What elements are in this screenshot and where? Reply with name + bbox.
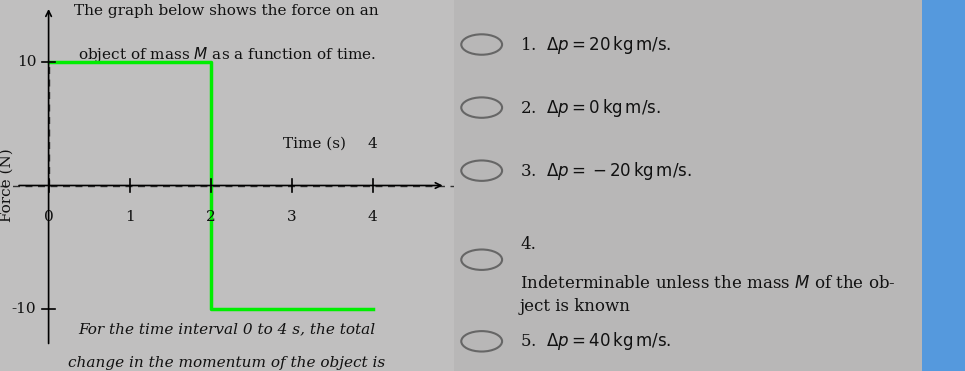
Text: 3.  $\Delta p = -20\,\mathrm{kg\,m/s}.$: 3. $\Delta p = -20\,\mathrm{kg\,m/s}.$	[520, 160, 692, 182]
Text: 4.: 4.	[520, 236, 536, 253]
Text: Force (N): Force (N)	[0, 149, 14, 222]
Text: Time (s): Time (s)	[284, 137, 346, 151]
Text: 4: 4	[368, 137, 377, 151]
Text: -10: -10	[12, 302, 37, 316]
Text: 5.  $\Delta p = 40\,\mathrm{kg\,m/s}.$: 5. $\Delta p = 40\,\mathrm{kg\,m/s}.$	[520, 330, 672, 352]
Text: 2: 2	[206, 210, 215, 224]
Text: For the time interval 0 to 4 s, the total: For the time interval 0 to 4 s, the tota…	[78, 323, 375, 337]
Text: 10: 10	[17, 55, 37, 69]
Text: 1.  $\Delta p = 20\,\mathrm{kg\,m/s}.$: 1. $\Delta p = 20\,\mathrm{kg\,m/s}.$	[520, 33, 672, 56]
Text: The graph below shows the force on an: The graph below shows the force on an	[74, 4, 379, 18]
Text: 4: 4	[368, 210, 377, 224]
Text: Indeterminable unless the mass $M$ of the ob-
ject is known: Indeterminable unless the mass $M$ of th…	[520, 275, 896, 315]
Text: change in the momentum of the object is: change in the momentum of the object is	[69, 356, 385, 370]
Text: 0: 0	[43, 210, 53, 224]
Text: 1: 1	[124, 210, 134, 224]
Text: object of mass $M$ as a function of time.: object of mass $M$ as a function of time…	[78, 45, 375, 63]
Text: 3: 3	[287, 210, 296, 224]
Text: 2.  $\Delta p = 0\,\mathrm{kg\,m/s}.$: 2. $\Delta p = 0\,\mathrm{kg\,m/s}.$	[520, 96, 661, 119]
